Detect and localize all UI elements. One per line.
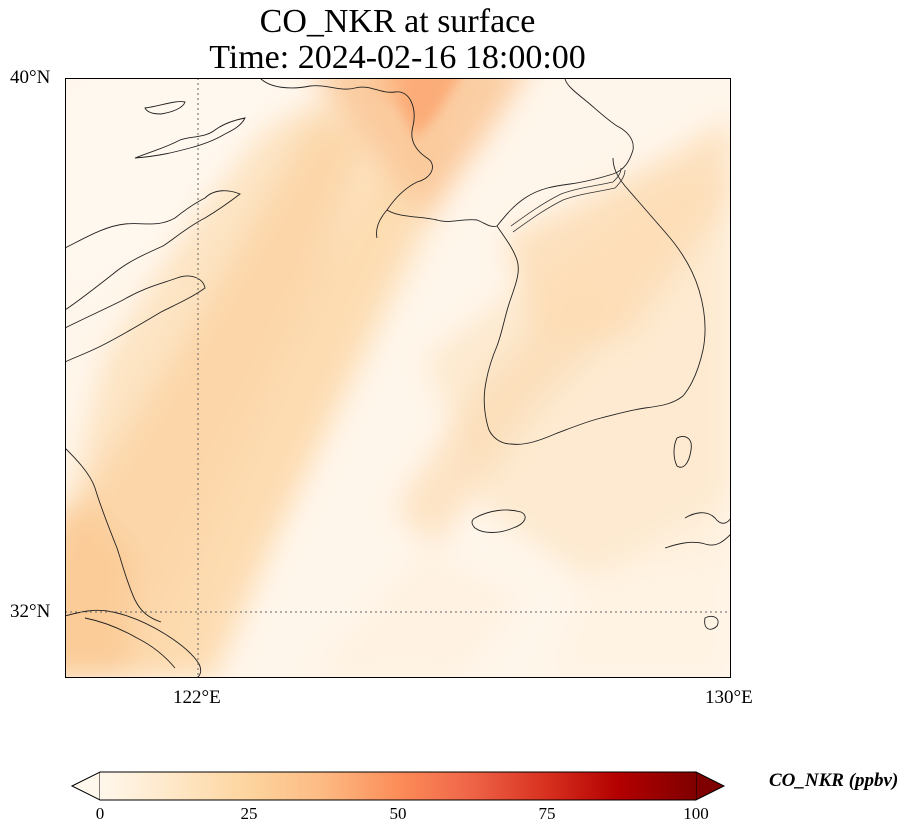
- coastline-tsushima: [673, 436, 692, 468]
- map-frame: [65, 78, 731, 678]
- coastline-korea-west: [483, 225, 519, 445]
- colorbar-tick-75: 75: [538, 804, 556, 823]
- map-panel: [65, 78, 731, 678]
- coastline-korea-east: [612, 157, 706, 397]
- colorbar-gradient: [100, 772, 696, 800]
- colorbar-max-extend: [695, 771, 726, 801]
- map-title: CO_NKR at surface: [259, 3, 536, 40]
- colorbar-tick-0: 0: [95, 804, 105, 823]
- coastline-islet-south: [704, 615, 719, 630]
- coastline-kyushu-north: [664, 533, 731, 549]
- colorbar-tick-100: 100: [683, 804, 709, 823]
- coastline-shandong-north: [65, 190, 241, 311]
- coastline-jeju: [471, 509, 526, 533]
- lon-tick-label-130e: 130°E: [705, 687, 753, 708]
- coastline-chongming: [84, 617, 176, 669]
- coastlines: [65, 78, 731, 678]
- coastline-liaodong-peninsula: [134, 117, 246, 159]
- coastline-kyushu-islands: [684, 512, 731, 524]
- coastline-dprk-east: [496, 78, 634, 227]
- coastline-shandong-south: [65, 275, 206, 363]
- coastline-islet: [144, 101, 186, 115]
- colorbar: [70, 768, 726, 804]
- coastline-jiangsu: [65, 447, 162, 623]
- coastline-liaodong: [259, 78, 433, 239]
- colorbar-min-extend: [70, 771, 101, 801]
- coastline-korea-south: [510, 395, 684, 445]
- colorbar-label: CO_NKR (ppbv): [769, 770, 899, 791]
- colorbar-tick-25: 25: [240, 804, 258, 823]
- gridlines: [65, 78, 731, 678]
- lat-tick-label-40n: 40°N: [10, 67, 51, 88]
- lat-tick-label-32n: 32°N: [10, 601, 51, 622]
- korea-border: [510, 167, 626, 233]
- lon-tick-label-122e: 122°E: [173, 687, 221, 708]
- coastline-north-korea-west: [386, 209, 498, 227]
- map-time-subtitle: Time: 2024-02-16 18:00:00: [209, 39, 586, 76]
- colorbar-tick-50: 50: [389, 804, 407, 823]
- coastline-yangtze-mouth: [65, 609, 202, 678]
- concentration-map: [65, 78, 731, 678]
